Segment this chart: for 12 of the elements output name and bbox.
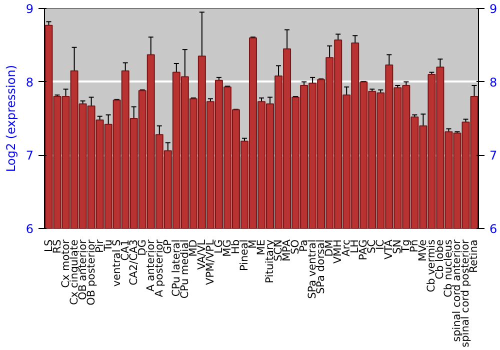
y-axis-title: Log2 (expression) <box>4 65 18 172</box>
y-tick-label: 6 <box>26 222 34 236</box>
y-tick-label: 8 <box>26 75 34 90</box>
y2-tick-label: 9 <box>490 2 498 16</box>
y-tick-label: 9 <box>26 2 34 16</box>
x-tick-label: Retina <box>468 239 480 273</box>
y2-tick-label: 6 <box>490 222 498 236</box>
y2-tick-label: 8 <box>490 75 498 90</box>
y2-tick-label: 7 <box>490 148 498 163</box>
x-tick-label: A posterior <box>153 238 166 298</box>
y-tick-label: 7 <box>26 148 34 163</box>
x-tick-label: OB posterior <box>85 238 98 306</box>
